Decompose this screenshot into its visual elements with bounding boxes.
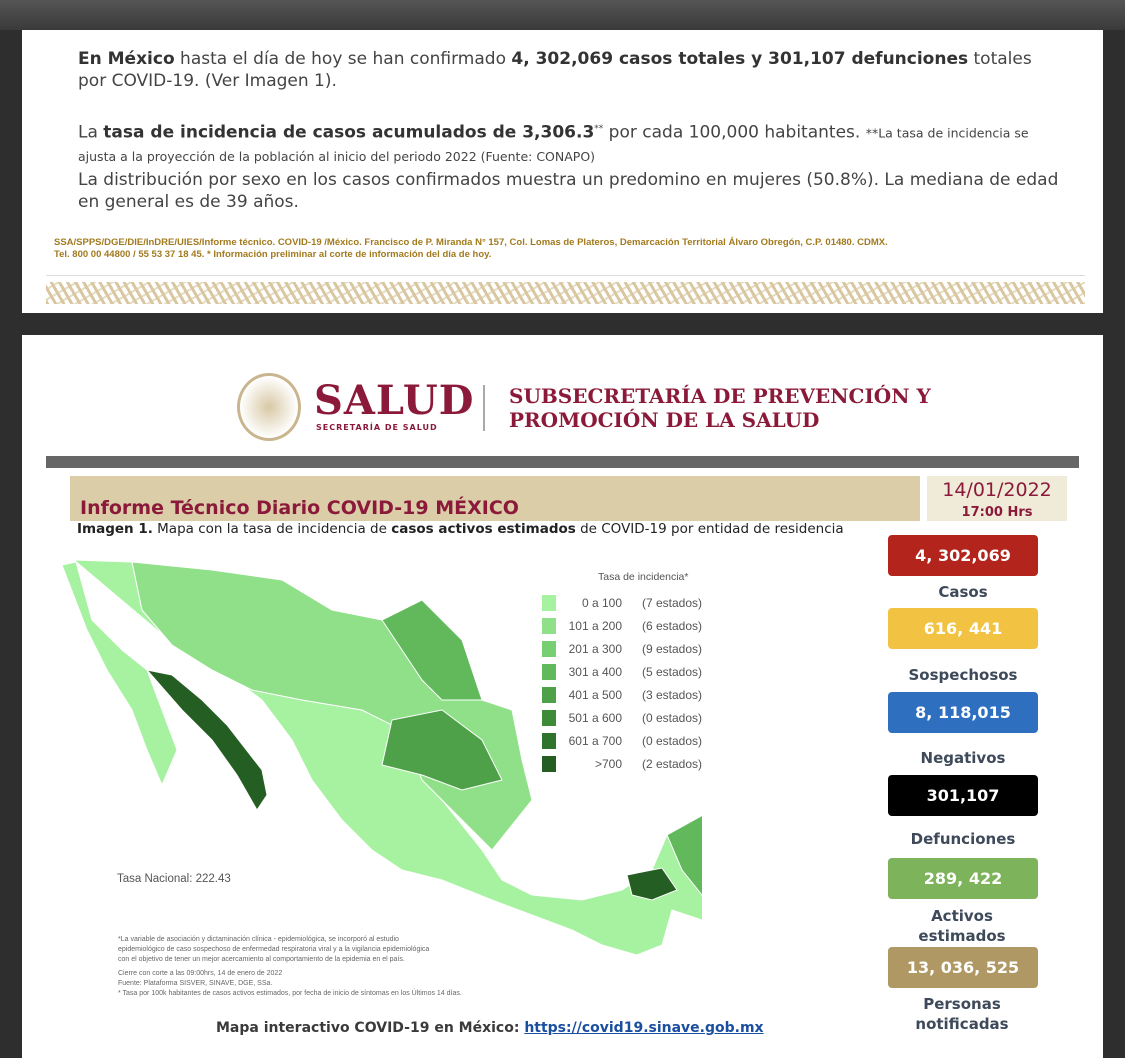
- report-card: SALUD SECRETARÍA DE SALUD SUBSECRETARÍA …: [22, 335, 1103, 1058]
- map-notes: *La variable de asociación y dictaminaci…: [118, 936, 462, 997]
- map-baja-california-sur: [62, 561, 178, 787]
- header-divider: [483, 385, 485, 431]
- salud-subtitle: SECRETARÍA DE SALUD: [316, 423, 438, 432]
- legend-swatch: [542, 594, 556, 611]
- decorative-pattern: [46, 282, 1085, 304]
- stat-label: Negativos: [920, 749, 1006, 767]
- title-band: [70, 476, 920, 521]
- legend-swatch: [542, 709, 556, 726]
- legend-swatch: [542, 732, 556, 749]
- legend-swatch: [542, 686, 556, 703]
- stat-value-box: 13, 036, 525: [888, 947, 1038, 988]
- legend-range: 301 a 400: [568, 664, 622, 679]
- legend-range: 601 a 700: [568, 733, 622, 748]
- legend-item: 301 a 400 (5 estados): [542, 660, 702, 683]
- stat-value-box: 289, 422: [888, 858, 1038, 899]
- coat-of-arms-logo: [237, 373, 301, 441]
- stat-label: Sospechosos: [908, 666, 1018, 684]
- map-yucatan: [666, 814, 702, 896]
- summary-paragraph-sex: La distribución por sexo en los casos co…: [78, 170, 1059, 212]
- legend-count: (9 estados): [642, 641, 703, 656]
- divider: [46, 275, 1085, 276]
- legend-swatch: [542, 617, 556, 634]
- legend-count: (2 estados): [642, 756, 703, 771]
- map-baja-sur-dark: [145, 669, 268, 811]
- stat-value-box: 8, 118,015: [888, 692, 1038, 733]
- legend-range: 0 a 100: [581, 595, 622, 610]
- map-coahuila: [381, 599, 483, 701]
- top-bar: [0, 0, 1125, 30]
- legend-item: 101 a 200 (6 estados): [542, 614, 702, 637]
- salud-brand: SALUD: [314, 377, 475, 424]
- grey-bar: [46, 456, 1079, 468]
- legend-range: 501 a 600: [568, 710, 622, 725]
- stat-value-box: 4, 302,069: [888, 535, 1038, 576]
- map-central: [381, 709, 503, 791]
- footer-text: SSA/SPPS/DGE/DIE/InDRE/UIES/Informe técn…: [54, 237, 888, 260]
- legend-count: (0 estados): [642, 710, 703, 725]
- stat-label: Personas notificadas: [915, 995, 1009, 1033]
- summary-paragraph-incidence: La tasa de incidencia de casos acumulado…: [78, 122, 1029, 164]
- stat-label: Defunciones: [910, 830, 1016, 848]
- legend-item: 201 a 300 (9 estados): [542, 637, 702, 660]
- report-title: Informe Técnico Diario COVID-19 MÉXICO: [80, 497, 519, 519]
- legend-count: (3 estados): [642, 687, 703, 702]
- mexico-incidence-map: [62, 559, 702, 956]
- legend-range: 101 a 200: [568, 618, 622, 633]
- summary-card: En México hasta el día de hoy se han con…: [22, 30, 1103, 313]
- stat-label: Activos estimados: [918, 907, 1006, 945]
- legend-swatch: [542, 663, 556, 680]
- summary-paragraph-cases: En México hasta el día de hoy se han con…: [78, 49, 1032, 91]
- legend-item: 401 a 500 (3 estados): [542, 683, 702, 706]
- report-date: 14/01/2022 17:00 Hrs: [927, 476, 1067, 521]
- stat-label: Casos: [938, 583, 988, 601]
- legend-range: >700: [594, 756, 622, 771]
- legend-count: (6 estados): [642, 618, 703, 633]
- image-caption: Imagen 1. Mapa con la tasa de incidencia…: [77, 521, 844, 537]
- legend-count: (0 estados): [642, 733, 703, 748]
- stat-value-box: 616, 441: [888, 608, 1038, 649]
- legend-item: 601 a 700 (0 estados): [542, 729, 702, 752]
- legend-count: (5 estados): [642, 664, 703, 679]
- legend-range: 401 a 500: [568, 687, 622, 702]
- legend-count: (7 estados): [642, 595, 703, 610]
- map-link-line: Mapa interactivo COVID-19 en México: htt…: [216, 1020, 764, 1036]
- legend-item: >700 (2 estados): [542, 752, 702, 775]
- stat-value-box: 301,107: [888, 775, 1038, 816]
- national-rate: Tasa Nacional: 222.43: [117, 873, 231, 885]
- legend-title: Tasa de incidencia*: [598, 571, 689, 583]
- legend-range: 201 a 300: [568, 641, 622, 656]
- legend-swatch: [542, 640, 556, 657]
- legend-swatch: [542, 755, 556, 772]
- map-link[interactable]: https://covid19.sinave.gob.mx: [524, 1020, 764, 1036]
- legend-item: 501 a 600 (0 estados): [542, 706, 702, 729]
- subsecretaria-title: SUBSECRETARÍA DE PREVENCIÓN Y PROMOCIÓN D…: [509, 384, 931, 432]
- map-tabasco: [626, 867, 678, 901]
- legend-item: 0 a 100 (7 estados): [542, 591, 702, 614]
- map-legend: Tasa de incidencia* 0 a 100 (7 estados) 10…: [542, 571, 702, 775]
